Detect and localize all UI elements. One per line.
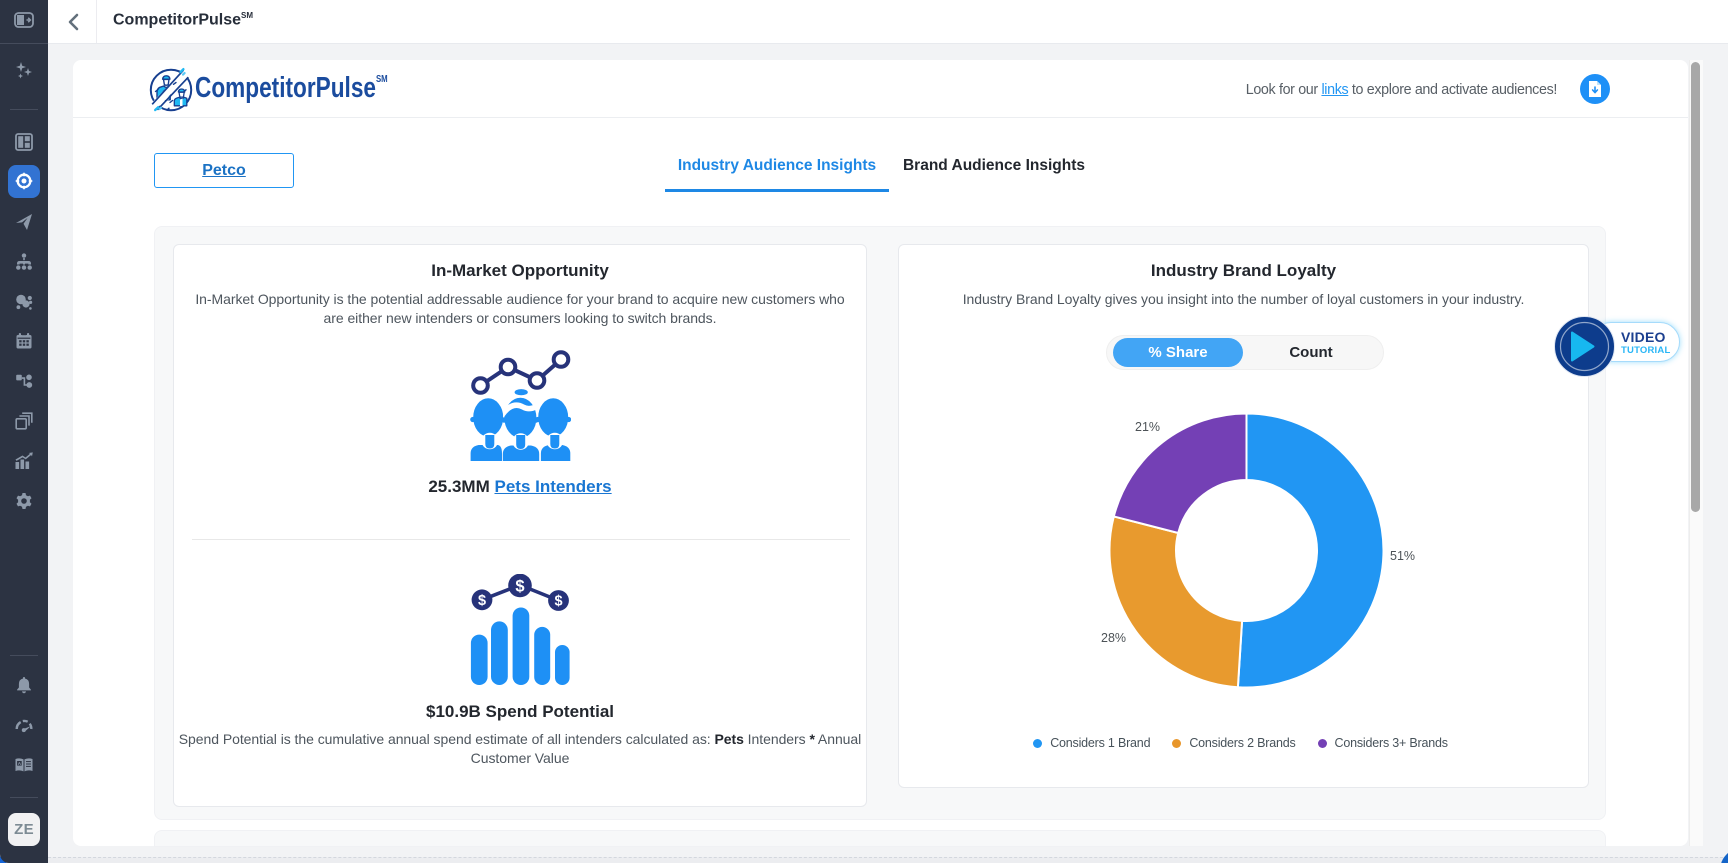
- svg-text:A: A: [18, 761, 22, 766]
- svg-text:$: $: [554, 594, 562, 610]
- svg-text:$: $: [515, 578, 524, 596]
- svg-text:$: $: [478, 593, 486, 609]
